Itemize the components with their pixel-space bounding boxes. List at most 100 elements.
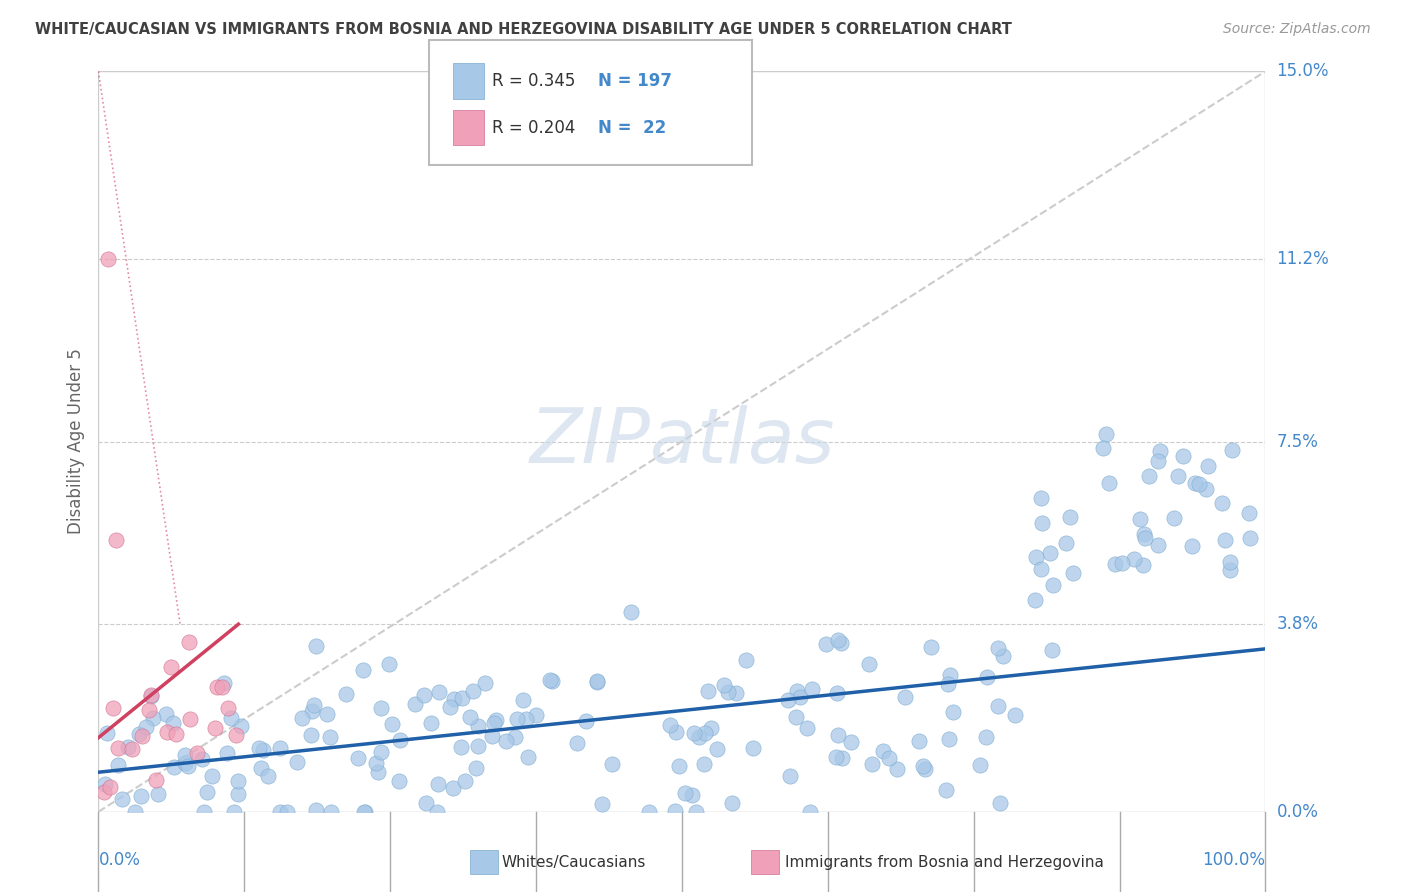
Point: [226, 774, 249, 789]
Point: [1163, 511, 1185, 525]
Point: [1166, 468, 1188, 483]
Point: [353, 805, 375, 819]
Point: [474, 676, 496, 690]
Point: [104, 533, 127, 548]
Text: 0.0%: 0.0%: [98, 851, 141, 869]
Point: [364, 756, 387, 770]
Point: [693, 757, 716, 772]
Point: [225, 728, 247, 742]
Point: [443, 692, 465, 706]
Point: [461, 684, 484, 698]
Point: [211, 680, 233, 694]
Point: [1098, 475, 1121, 490]
Point: [451, 691, 474, 706]
Point: [485, 713, 508, 727]
Point: [1024, 593, 1046, 607]
Point: [1222, 442, 1244, 457]
Point: [506, 712, 529, 726]
Point: [427, 777, 450, 791]
Point: [920, 640, 942, 654]
Point: [404, 697, 426, 711]
Point: [415, 796, 437, 810]
Point: [139, 688, 162, 702]
Point: [1135, 532, 1157, 546]
Point: [796, 721, 818, 735]
Point: [969, 757, 991, 772]
Point: [219, 711, 242, 725]
Point: [389, 732, 412, 747]
Point: [107, 758, 129, 772]
Point: [877, 751, 900, 765]
Point: [155, 706, 177, 721]
Point: [128, 727, 150, 741]
Point: [1188, 476, 1211, 491]
Point: [574, 714, 596, 728]
Point: [131, 729, 153, 743]
Point: [305, 639, 328, 653]
Point: [914, 762, 936, 776]
Point: [321, 805, 343, 819]
Point: [96, 726, 118, 740]
Point: [205, 680, 228, 694]
Point: [214, 675, 236, 690]
Point: [1094, 427, 1116, 442]
Point: [1133, 526, 1156, 541]
Point: [165, 727, 187, 741]
Point: [346, 750, 368, 764]
Point: [458, 710, 481, 724]
Text: 0.0%: 0.0%: [1277, 803, 1319, 821]
Point: [117, 739, 139, 754]
Point: [538, 673, 561, 687]
Point: [825, 750, 848, 764]
Point: [135, 721, 157, 735]
Point: [585, 674, 607, 689]
Point: [785, 709, 807, 723]
Text: Whites/Caucasians: Whites/Caucasians: [502, 855, 647, 870]
Point: [276, 805, 298, 819]
Point: [419, 716, 441, 731]
Point: [776, 693, 799, 707]
Point: [987, 641, 1010, 656]
Point: [592, 797, 614, 811]
Point: [229, 718, 252, 732]
Text: WHITE/CAUCASIAN VS IMMIGRANTS FROM BOSNIA AND HERZEGOVINA DISABILITY AGE UNDER 5: WHITE/CAUCASIAN VS IMMIGRANTS FROM BOSNI…: [35, 22, 1012, 37]
Text: 3.8%: 3.8%: [1277, 615, 1319, 633]
Point: [1104, 558, 1126, 572]
Point: [1146, 537, 1168, 551]
Point: [512, 693, 534, 707]
Point: [827, 633, 849, 648]
Point: [939, 667, 962, 681]
Point: [567, 735, 589, 749]
Point: [443, 780, 465, 795]
Point: [742, 740, 765, 755]
Text: Source: ZipAtlas.com: Source: ZipAtlas.com: [1223, 22, 1371, 37]
Point: [495, 734, 517, 748]
Point: [98, 780, 121, 794]
Point: [886, 762, 908, 776]
Point: [256, 769, 278, 783]
Point: [688, 730, 710, 744]
Point: [354, 805, 377, 819]
Text: 15.0%: 15.0%: [1277, 62, 1329, 80]
Text: ZIPatlas: ZIPatlas: [529, 405, 835, 478]
Point: [1137, 469, 1160, 483]
Point: [1173, 450, 1195, 464]
Point: [717, 685, 740, 699]
Point: [1031, 491, 1053, 505]
Text: R = 0.345: R = 0.345: [492, 72, 575, 90]
Point: [186, 747, 208, 761]
Point: [1054, 536, 1077, 550]
Point: [936, 676, 959, 690]
Point: [269, 805, 291, 819]
Point: [201, 769, 224, 783]
Point: [685, 805, 707, 819]
Point: [190, 752, 212, 766]
Point: [697, 684, 720, 698]
Point: [683, 725, 706, 739]
Point: [935, 783, 957, 797]
Point: [1219, 563, 1241, 577]
Point: [287, 755, 309, 769]
Point: [138, 703, 160, 717]
Point: [305, 803, 328, 817]
Point: [94, 777, 117, 791]
